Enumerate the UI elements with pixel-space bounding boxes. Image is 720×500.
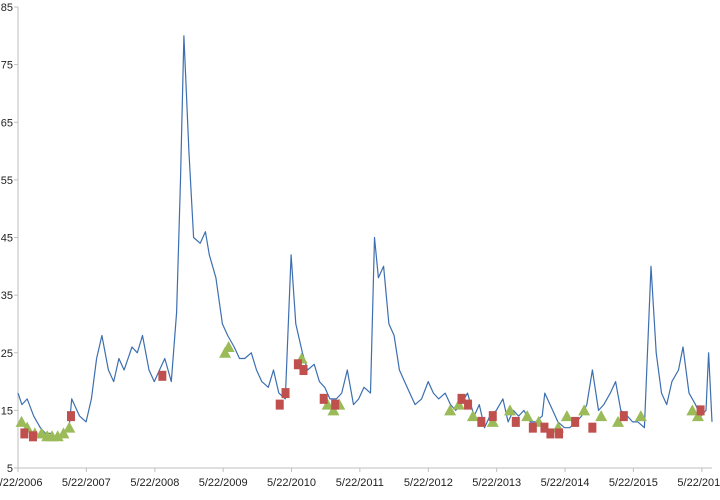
triangle-marker <box>444 404 457 416</box>
price-series-line <box>17 35 713 440</box>
y-tick-label: 55 <box>1 175 13 187</box>
triangle-marker <box>634 410 647 422</box>
triangle-marker <box>578 404 591 416</box>
triangle-marker <box>327 404 340 416</box>
square-marker <box>275 399 284 410</box>
triangle-marker <box>691 410 704 422</box>
square-marker <box>696 405 705 416</box>
square-marker <box>457 393 466 404</box>
x-tick-label: 5/22/2007 <box>62 477 111 489</box>
square-marker <box>20 428 29 439</box>
square-marker <box>511 416 520 427</box>
square-marker <box>319 393 328 404</box>
square-marker <box>66 411 75 422</box>
x-tick-label: 5/22/2006 <box>0 477 42 489</box>
triangle-marker <box>503 404 516 416</box>
y-tick-label: 35 <box>1 290 13 302</box>
y-tick-label: 5 <box>7 463 13 475</box>
triangle-marker <box>57 427 70 439</box>
axes: 5 15 25 35 45 55 65 75 85 5/22/2006 5/22/2007 5/22/… <box>0 2 720 489</box>
x-tick-label: 5/22/2010 <box>267 477 316 489</box>
triangle-marker <box>15 415 28 427</box>
square-marker <box>293 359 302 370</box>
triangle-marker <box>612 415 625 427</box>
square-marker <box>28 431 37 442</box>
square-marker <box>299 365 308 376</box>
square-marker <box>540 422 549 433</box>
square-marker <box>555 428 564 439</box>
y-tick-label: 65 <box>1 117 13 129</box>
square-marker <box>588 422 597 433</box>
square-marker-layer <box>20 359 705 442</box>
triangle-marker <box>51 430 64 442</box>
triangle-marker <box>452 398 465 410</box>
y-tick-label: 15 <box>1 405 13 417</box>
y-tick-label: 85 <box>1 2 13 14</box>
square-marker <box>331 399 340 410</box>
square-marker <box>477 416 486 427</box>
y-tick-label: 25 <box>1 348 13 360</box>
triangle-marker <box>560 410 573 422</box>
x-tick-label: 5/22/2016 <box>677 477 720 489</box>
square-marker <box>158 370 167 381</box>
square-marker <box>281 388 290 399</box>
square-marker <box>571 416 580 427</box>
x-tick-label: 5/22/2008 <box>130 477 179 489</box>
square-marker <box>488 411 497 422</box>
triangle-marker <box>466 410 479 422</box>
triangle-marker <box>219 346 232 358</box>
y-tick-label: 45 <box>1 233 13 245</box>
triangle-marker <box>321 398 334 410</box>
triangle-marker-layer <box>15 340 704 442</box>
square-marker <box>528 422 537 433</box>
triangle-marker <box>521 410 534 422</box>
x-tick-label: 5/22/2011 <box>336 477 384 489</box>
triangle-marker <box>486 415 499 427</box>
x-tick-label: 5/22/2014 <box>541 477 590 489</box>
triangle-marker <box>595 410 608 422</box>
triangle-marker <box>686 404 699 416</box>
triangle-marker <box>222 340 235 352</box>
square-marker <box>619 411 628 422</box>
x-tick-label: 5/22/2012 <box>404 477 453 489</box>
x-tick-label: 5/22/2009 <box>199 477 248 489</box>
y-tick-label: 75 <box>1 60 13 72</box>
triangle-marker <box>63 421 76 433</box>
series-line-layer <box>17 35 713 440</box>
x-tick-label: 5/22/2015 <box>609 477 658 489</box>
square-marker <box>546 428 555 439</box>
square-marker <box>464 399 473 410</box>
x-tick-label: 5/22/2013 <box>472 477 521 489</box>
